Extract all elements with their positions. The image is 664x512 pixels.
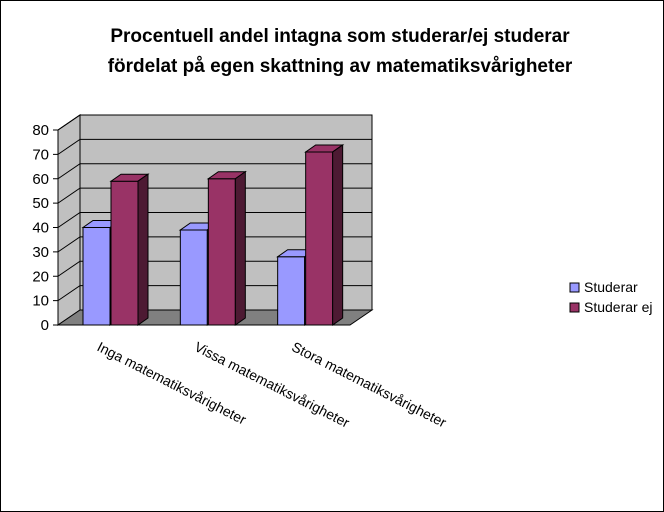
- legend-swatch: [569, 282, 580, 293]
- legend-label: Studerar ej: [584, 299, 652, 315]
- gridline: [57, 285, 372, 302]
- bar-side: [234, 170, 246, 326]
- chart-title-line-1: Procentuell andel intagna som studerar/e…: [110, 26, 570, 47]
- legend: Studerar Studerar ej: [569, 279, 652, 315]
- y-tick-label: 30: [32, 244, 49, 261]
- y-tick-label: 20: [32, 268, 49, 285]
- legend-label: Studerar: [584, 279, 638, 295]
- y-tick-label: 10: [32, 293, 49, 310]
- gridline: [57, 114, 372, 131]
- y-tick-label: 50: [32, 195, 49, 212]
- gridline: [57, 187, 372, 204]
- chart-title-line-2: fördelat på egen skattning av matematiks…: [108, 56, 573, 77]
- bar: [82, 227, 111, 326]
- bar: [207, 178, 236, 326]
- gridline: [57, 163, 372, 180]
- y-tick-label: 70: [32, 146, 49, 163]
- y-tick-label: 80: [32, 122, 49, 139]
- bar: [277, 256, 306, 326]
- y-tick-label: 40: [32, 220, 49, 237]
- y-tick-label: 0: [41, 317, 49, 334]
- bar: [179, 229, 208, 326]
- gridline: [57, 260, 372, 277]
- bar: [305, 151, 334, 326]
- bar-side: [332, 143, 344, 326]
- bar: [110, 180, 139, 326]
- y-tick-label: 60: [32, 171, 49, 188]
- gridline: [57, 138, 372, 155]
- gridline: [57, 236, 372, 253]
- bar-side: [137, 173, 149, 326]
- gridline: [57, 212, 372, 228]
- legend-swatch: [569, 302, 580, 313]
